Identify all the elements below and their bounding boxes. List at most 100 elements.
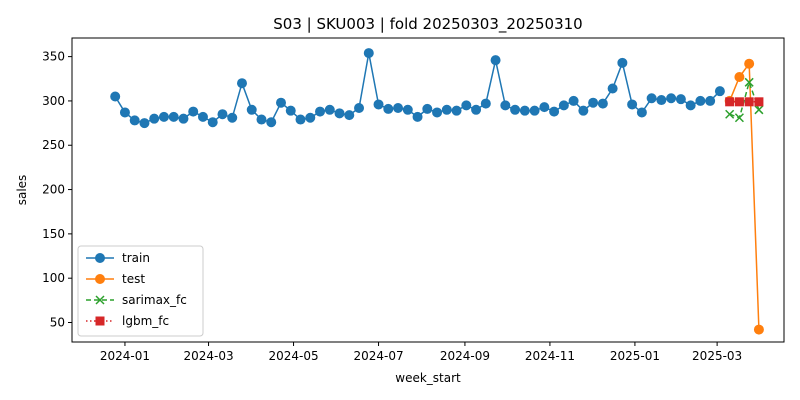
legend-marker-sarimax-fc-stroke-b <box>95 295 105 305</box>
data-point-sarimax-fc-1 <box>734 113 744 123</box>
data-point-train-3 <box>139 118 150 129</box>
legend-item-sarimax-fc: sarimax_fc <box>86 293 187 307</box>
y-tick-label-0: 50 <box>50 316 65 330</box>
data-point-sarimax-fc-2-stroke-b <box>744 77 754 87</box>
data-point-train-46 <box>558 100 569 111</box>
x-tick-label-1: 2024-03 <box>183 349 233 363</box>
data-point-sarimax-fc-3-stroke-b <box>754 105 764 115</box>
legend-label-test: test <box>122 272 145 286</box>
legend-item-lgbm-fc: lgbm_fc <box>86 314 169 328</box>
data-point-test-3 <box>753 324 764 335</box>
data-point-train-59 <box>685 100 696 111</box>
data-point-train-11 <box>217 109 228 120</box>
data-point-train-53 <box>627 99 638 110</box>
data-point-train-18 <box>285 105 296 116</box>
data-point-train-35 <box>451 105 462 116</box>
y-tick-label-4: 250 <box>42 138 65 152</box>
data-point-train-23 <box>334 108 345 119</box>
data-point-train-6 <box>168 111 179 122</box>
series-train <box>110 48 725 129</box>
data-point-train-62 <box>714 86 725 97</box>
legend-marker-lgbm-fc <box>95 316 105 326</box>
data-point-train-34 <box>441 104 452 115</box>
x-tick-label-7: 2025-03 <box>692 349 742 363</box>
data-point-train-20 <box>305 112 316 123</box>
data-point-sarimax-fc-0-stroke-b <box>725 109 735 119</box>
series-line-sarimax-fc <box>729 79 760 119</box>
y-tick-label-3: 200 <box>42 183 65 197</box>
data-point-train-10 <box>207 117 218 128</box>
data-point-sarimax-fc-3 <box>754 105 764 115</box>
legend-item-train: train <box>86 251 150 265</box>
data-point-train-54 <box>636 107 647 118</box>
data-point-train-25 <box>354 103 365 114</box>
data-point-train-12 <box>227 112 238 123</box>
data-point-train-45 <box>549 106 560 117</box>
legend-label-lgbm-fc: lgbm_fc <box>122 314 169 328</box>
legend: train test sarimax_fc lgbm_fc <box>77 245 204 337</box>
data-point-train-39 <box>490 55 501 66</box>
x-axis-label: week_start <box>395 371 461 385</box>
data-point-train-8 <box>188 106 199 117</box>
data-point-train-31 <box>412 111 423 122</box>
data-point-train-28 <box>383 103 394 114</box>
data-point-train-26 <box>363 48 374 59</box>
x-tick-label-0: 2024-01 <box>100 349 150 363</box>
legend-marker-train <box>95 253 105 263</box>
data-point-train-49 <box>588 97 599 108</box>
data-point-train-48 <box>578 105 589 116</box>
data-point-train-1 <box>119 107 130 118</box>
legend-marker-sarimax-fc <box>95 295 105 305</box>
data-point-test-2 <box>744 58 755 69</box>
data-point-train-33 <box>432 107 443 118</box>
data-point-train-40 <box>500 100 511 111</box>
data-point-train-51 <box>607 83 618 94</box>
data-point-train-4 <box>149 113 160 124</box>
data-point-train-43 <box>529 105 540 116</box>
data-point-lgbm-fc-2 <box>744 97 754 107</box>
series-sarimax-fc <box>725 77 764 123</box>
y-tick-label-2: 150 <box>42 227 65 241</box>
legend-item-test: test <box>86 272 145 286</box>
data-point-train-15 <box>256 114 267 125</box>
data-point-train-50 <box>597 98 608 109</box>
chart-title: S03 | SKU003 | fold 20250303_20250310 <box>273 15 582 34</box>
data-point-train-32 <box>422 103 433 114</box>
data-point-train-44 <box>539 102 550 113</box>
data-point-lgbm-fc-3 <box>754 97 764 107</box>
data-point-train-37 <box>471 104 482 115</box>
data-point-train-13 <box>236 78 247 89</box>
data-point-train-14 <box>246 104 257 115</box>
data-point-train-47 <box>568 95 579 106</box>
data-point-train-29 <box>393 103 404 114</box>
legend-box <box>77 245 204 337</box>
data-point-train-30 <box>402 104 413 115</box>
data-point-train-38 <box>480 98 491 109</box>
data-point-train-27 <box>373 99 384 110</box>
series-layer <box>110 48 764 335</box>
data-point-train-55 <box>646 93 657 104</box>
data-point-lgbm-fc-1 <box>734 97 744 107</box>
y-tick-label-5: 300 <box>42 94 65 108</box>
data-point-train-7 <box>178 113 189 124</box>
data-point-train-0 <box>110 91 121 102</box>
data-point-train-2 <box>129 115 140 126</box>
data-point-sarimax-fc-1-stroke-b <box>734 113 744 123</box>
x-tick-label-5: 2024-11 <box>525 349 575 363</box>
data-point-sarimax-fc-2 <box>744 77 754 87</box>
data-point-train-60 <box>695 95 706 106</box>
data-point-train-36 <box>461 100 472 111</box>
x-tick-label-3: 2024-07 <box>353 349 403 363</box>
data-point-train-17 <box>276 97 287 108</box>
x-tick-label-4: 2024-09 <box>440 349 490 363</box>
data-point-train-5 <box>158 111 169 122</box>
data-point-train-22 <box>324 104 335 115</box>
legend-label-sarimax-fc: sarimax_fc <box>122 293 187 307</box>
axes-layer: 2024-01 2024-03 2024-05 2024-07 2024-09 2024-… <box>42 37 785 363</box>
data-point-train-52 <box>617 57 628 68</box>
y-tick-label-6: 350 <box>42 50 65 64</box>
data-point-test-1 <box>734 71 745 82</box>
series-line-test <box>728 61 760 330</box>
data-point-train-42 <box>519 105 530 116</box>
